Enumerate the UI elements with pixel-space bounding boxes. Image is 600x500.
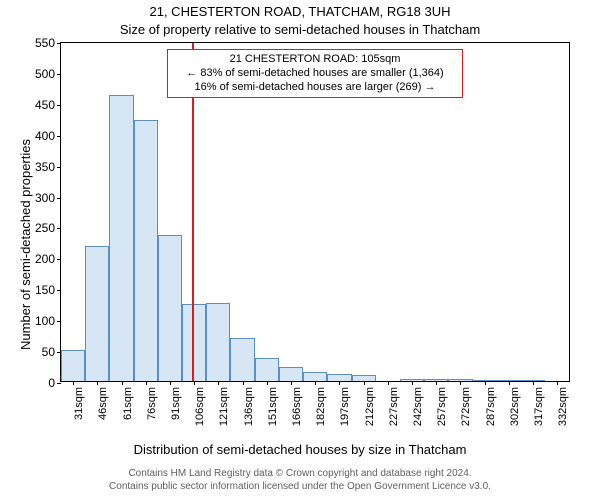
y-tick-mark: [57, 290, 61, 291]
x-tick-mark: [315, 381, 316, 385]
info-box-line3: 16% of semi-detached houses are larger (…: [174, 81, 456, 95]
bar: [230, 338, 254, 381]
y-tick-mark: [57, 105, 61, 106]
x-tick-mark: [122, 381, 123, 385]
x-tick-mark: [485, 381, 486, 385]
x-tick-label: 182sqm: [315, 387, 327, 426]
y-tick-label: 500: [35, 67, 55, 81]
y-tick-label: 50: [42, 345, 55, 359]
y-tick-mark: [57, 383, 61, 384]
x-tick-label: 332sqm: [557, 387, 569, 426]
x-tick-mark: [267, 381, 268, 385]
y-tick-mark: [57, 43, 61, 44]
x-tick-label: 106sqm: [194, 387, 206, 426]
y-tick-mark: [57, 167, 61, 168]
x-tick-label: 287sqm: [485, 387, 497, 426]
y-tick-label: 300: [35, 191, 55, 205]
y-tick-mark: [57, 74, 61, 75]
x-tick-mark: [557, 381, 558, 385]
y-tick-mark: [57, 321, 61, 322]
y-tick-label: 100: [35, 314, 55, 328]
x-tick-label: 272sqm: [460, 387, 472, 426]
x-tick-label: 242sqm: [412, 387, 424, 426]
x-tick-label: 166sqm: [291, 387, 303, 426]
x-tick-label: 76sqm: [146, 387, 158, 420]
chart-title-sub: Size of property relative to semi-detach…: [0, 22, 600, 37]
x-tick-label: 212sqm: [364, 387, 376, 426]
bar: [61, 350, 85, 381]
x-tick-mark: [412, 381, 413, 385]
footer-line2: Contains public sector information licen…: [0, 481, 600, 494]
x-tick-mark: [146, 381, 147, 385]
x-tick-label: 227sqm: [388, 387, 400, 426]
y-tick-label: 250: [35, 221, 55, 235]
x-tick-mark: [291, 381, 292, 385]
x-tick-mark: [218, 381, 219, 385]
x-tick-mark: [97, 381, 98, 385]
plot-area: 21 CHESTERTON ROAD: 105sqm ← 83% of semi…: [60, 42, 570, 382]
x-tick-mark: [364, 381, 365, 385]
info-box-line1: 21 CHESTERTON ROAD: 105sqm: [174, 53, 456, 67]
bar: [85, 246, 109, 381]
chart-title-main: 21, CHESTERTON ROAD, THATCHAM, RG18 3UH: [0, 4, 600, 19]
x-tick-label: 317sqm: [533, 387, 545, 426]
x-tick-label: 197sqm: [339, 387, 351, 426]
bar: [279, 367, 303, 381]
x-tick-mark: [73, 381, 74, 385]
bar: [158, 235, 182, 382]
x-tick-label: 31sqm: [73, 387, 85, 420]
x-tick-label: 151sqm: [267, 387, 279, 426]
bar: [255, 358, 279, 381]
y-tick-label: 450: [35, 98, 55, 112]
x-tick-mark: [243, 381, 244, 385]
x-tick-label: 302sqm: [509, 387, 521, 426]
bar: [182, 304, 206, 381]
y-tick-label: 550: [35, 36, 55, 50]
info-box: 21 CHESTERTON ROAD: 105sqm ← 83% of semi…: [167, 49, 463, 98]
y-tick-label: 350: [35, 160, 55, 174]
x-tick-mark: [170, 381, 171, 385]
y-tick-label: 400: [35, 129, 55, 143]
x-axis-title: Distribution of semi-detached houses by …: [0, 442, 600, 457]
x-tick-label: 257sqm: [436, 387, 448, 426]
bar: [327, 374, 351, 381]
x-tick-mark: [339, 381, 340, 385]
y-tick-mark: [57, 259, 61, 260]
y-tick-label: 0: [48, 376, 55, 390]
y-axis-title: Number of semi-detached properties: [18, 139, 33, 350]
x-tick-mark: [533, 381, 534, 385]
y-tick-label: 200: [35, 252, 55, 266]
bar: [134, 120, 158, 381]
bar: [109, 95, 133, 381]
x-tick-label: 136sqm: [243, 387, 255, 426]
y-tick-mark: [57, 352, 61, 353]
x-tick-mark: [388, 381, 389, 385]
y-tick-mark: [57, 198, 61, 199]
y-tick-mark: [57, 228, 61, 229]
y-tick-label: 150: [35, 283, 55, 297]
x-tick-label: 121sqm: [218, 387, 230, 426]
x-tick-mark: [436, 381, 437, 385]
x-tick-mark: [194, 381, 195, 385]
x-tick-label: 46sqm: [97, 387, 109, 420]
x-tick-mark: [509, 381, 510, 385]
footer-line1: Contains HM Land Registry data © Crown c…: [0, 468, 600, 481]
chart-container: { "titles": { "main": "21, CHESTERTON RO…: [0, 0, 600, 500]
y-tick-mark: [57, 136, 61, 137]
bar: [206, 303, 230, 382]
footer: Contains HM Land Registry data © Crown c…: [0, 468, 600, 493]
x-tick-label: 91sqm: [170, 387, 182, 420]
info-box-line2: ← 83% of semi-detached houses are smalle…: [174, 67, 456, 81]
x-tick-mark: [460, 381, 461, 385]
x-tick-label: 61sqm: [122, 387, 134, 420]
bar: [303, 372, 327, 381]
